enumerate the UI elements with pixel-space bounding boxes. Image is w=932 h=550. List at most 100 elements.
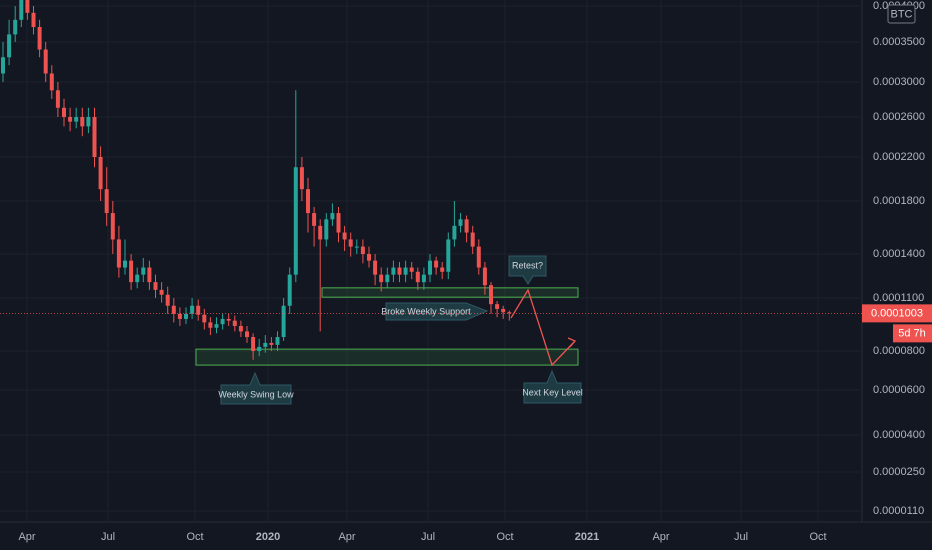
y-tick-label: 0.0000250	[873, 466, 925, 478]
y-tick-label: 0.0000800	[873, 345, 925, 357]
candle-body	[446, 239, 451, 272]
candle-body	[141, 267, 146, 275]
candle-body	[43, 49, 48, 74]
candle-body	[397, 267, 402, 275]
annotation-label: Retest?	[512, 260, 543, 270]
candle-body	[348, 239, 353, 247]
candle-body	[324, 219, 329, 240]
annotation-label: Weekly Swing Low	[218, 389, 294, 399]
candle-body	[379, 274, 384, 283]
candle-body	[1, 57, 5, 74]
arrow-head	[567, 337, 577, 348]
candle-body	[55, 90, 60, 108]
candle-body	[129, 260, 134, 283]
candle-body	[507, 312, 512, 314]
candle-body	[19, 0, 24, 20]
symbol-badge	[887, 4, 916, 24]
candle-body	[385, 274, 390, 283]
candle-body	[238, 325, 243, 332]
x-tick-label: Jul	[421, 531, 435, 543]
annotation: Retest?	[508, 255, 547, 285]
candle-body	[25, 0, 30, 13]
candle-body	[458, 219, 463, 226]
candle-body	[251, 337, 256, 351]
zone	[195, 348, 579, 366]
candle-body	[226, 318, 231, 321]
x-tick-label: Oct	[809, 531, 826, 543]
candle-body	[98, 157, 103, 190]
candle-body	[464, 219, 469, 233]
candle-body	[312, 213, 317, 226]
x-tick-label: Apr	[338, 531, 355, 543]
y-tick-label: 0.0003000	[873, 76, 925, 88]
candle-body	[37, 27, 42, 50]
y-tick-label: 0.0000400	[873, 429, 925, 441]
candle-body	[391, 267, 396, 275]
candle-body	[184, 313, 188, 319]
candle-body	[31, 12, 36, 28]
candle-body	[306, 189, 310, 214]
candle-body	[403, 267, 408, 275]
y-tick-label: 0.0003500	[873, 36, 925, 48]
annotation: Broke Weekly Support	[381, 302, 489, 321]
candle-body	[62, 107, 66, 117]
candle-body	[74, 117, 79, 122]
candle-body	[116, 239, 121, 268]
candle-body	[257, 346, 262, 351]
candle-body	[495, 304, 500, 309]
candle-body	[452, 225, 457, 240]
candle-body	[354, 246, 359, 248]
x-tick-label: Oct	[186, 531, 203, 543]
annotation: Weekly Swing Low	[218, 371, 294, 405]
symbol: BTC	[891, 8, 913, 20]
candle-body	[275, 337, 280, 345]
y-tick-label: 0.0000600	[873, 384, 925, 396]
x-tick-label: Oct	[496, 531, 513, 543]
candle-body	[367, 254, 371, 261]
candle-body	[299, 167, 304, 190]
y-tick-label: 0.0001800	[873, 195, 925, 207]
candle-body	[177, 313, 182, 319]
candle-body	[104, 189, 109, 214]
x-tick-label: 2020	[256, 531, 280, 543]
candle-body	[501, 308, 506, 313]
price-badge	[862, 304, 932, 323]
candle-body	[336, 213, 341, 233]
candle-body	[342, 232, 347, 240]
candle-body	[421, 274, 426, 283]
y-tick-label: 0.0001100	[873, 292, 924, 304]
candle-body	[373, 260, 378, 275]
x-tick-label: Jul	[734, 531, 748, 543]
candle-body	[434, 260, 439, 268]
candle-body	[220, 318, 225, 325]
candle-body	[489, 285, 493, 305]
candle-body	[68, 117, 73, 122]
candle-body	[281, 305, 286, 338]
projection-arrow	[510, 288, 576, 367]
candle-body	[86, 117, 91, 127]
candle-body	[245, 331, 249, 338]
countdown: 5d 7h	[898, 327, 926, 339]
candle-body	[13, 19, 18, 35]
candle-body	[415, 271, 420, 283]
candle-body	[92, 117, 97, 157]
candle-body	[360, 246, 365, 254]
candle-body	[428, 260, 432, 275]
candle-body	[318, 225, 323, 240]
countdown-badge	[893, 324, 932, 343]
candle-body	[330, 213, 335, 220]
candle-body	[208, 322, 213, 328]
candle-body	[214, 324, 219, 328]
annotation-label: Broke Weekly Support	[381, 306, 471, 316]
candle-body	[232, 320, 237, 326]
zone	[321, 287, 579, 298]
annotation: Next Key Level	[522, 369, 583, 404]
candle-body	[409, 267, 414, 272]
candle-body	[110, 213, 115, 240]
y-tick-label: 0.0000110	[873, 505, 924, 517]
candle-body	[263, 342, 268, 347]
x-tick-label: Jul	[101, 531, 115, 543]
candle-body	[202, 314, 207, 323]
candle-body	[440, 267, 445, 272]
